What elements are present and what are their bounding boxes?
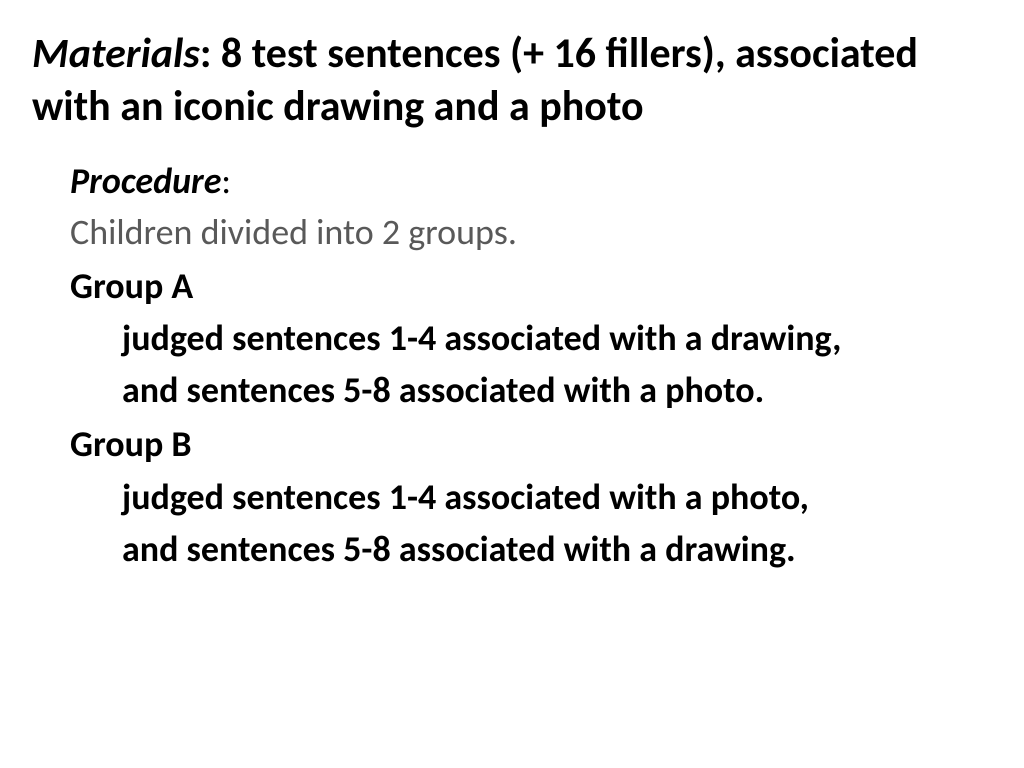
group-b-line2: and sentences 5-8 associated with a draw…	[70, 523, 992, 575]
group-a-line1: judged sentences 1-4 associated with a d…	[70, 312, 992, 364]
group-a-label: Group A	[70, 260, 992, 312]
procedure-label: Procedure	[70, 159, 221, 203]
procedure-heading: Procedure:	[70, 157, 992, 206]
group-b-line1: judged sentences 1-4 associated with a p…	[70, 471, 992, 523]
slide-title: Materials: 8 test sentences (+ 16 filler…	[32, 28, 992, 133]
procedure-description: Children divided into 2 groups.	[70, 206, 992, 258]
materials-label: Materials	[32, 28, 200, 79]
procedure-colon: :	[221, 159, 231, 203]
group-a-line2: and sentences 5-8 associated with a phot…	[70, 364, 992, 416]
slide-content: Procedure: Children divided into 2 group…	[32, 157, 992, 575]
group-b-label: Group B	[70, 418, 992, 470]
